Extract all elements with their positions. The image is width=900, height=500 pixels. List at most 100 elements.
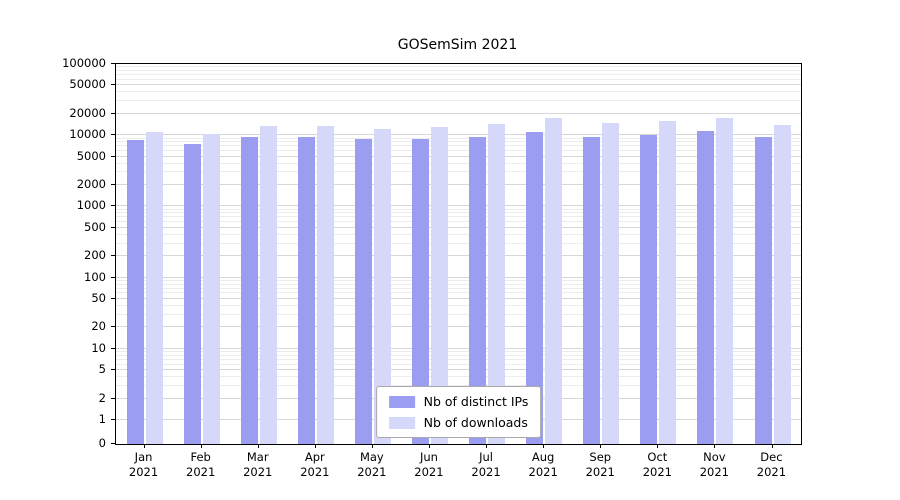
bar-nb-of-downloads-may [373,128,391,444]
x-axis-tick-mark [486,444,487,448]
gridline [116,184,801,185]
x-axis-tick-mark [600,444,602,448]
legend-item-downloads: Nb of downloads [388,415,529,430]
gridline [116,304,801,306]
y-axis-tick-mark [111,134,115,136]
bar-nb-of-distinct-ips-oct [640,134,658,444]
bar-nb-of-distinct-ips-sep [583,136,601,444]
gridline [116,171,801,173]
gridline [116,255,801,257]
x-axis-tick-label: Mar 2021 [243,450,273,479]
x-axis-tick-mark [314,444,316,448]
bar-nb-of-downloads-nov [716,118,734,444]
gridline [116,91,801,93]
x-axis-tick-label: Oct 2021 [642,450,672,479]
bar-nb-of-distinct-ips-may [354,139,372,444]
gridline [116,66,801,68]
x-axis-tick-mark [771,444,773,448]
y-axis-tick-mark [111,155,115,157]
gridline [116,354,801,356]
bar-nb-of-distinct-ips-aug [526,132,544,444]
bar-nb-of-downloads-sep [602,122,620,444]
bar-nb-of-downloads-jan [145,131,163,444]
x-axis-tick-mark [657,444,659,448]
legend-label-downloads: Nb of downloads [423,415,528,430]
bar-nb-of-distinct-ips-mar [240,137,258,444]
y-axis-tick-mark [111,369,115,371]
y-axis-tick-mark [111,298,115,299]
gridline [116,145,801,147]
y-axis-tick-mark [111,326,115,328]
y-axis-tick-mark [111,112,115,114]
gridline [116,100,801,102]
x-axis-tick-label: Jan 2021 [128,450,159,479]
gridline [116,242,801,244]
x-axis-tick-label: Jun 2021 [414,450,444,479]
gridline [116,141,801,143]
x-axis-tick-label: May 2021 [357,450,387,479]
y-axis-tick-mark [111,397,115,399]
y-axis-tick-label: 1000 [76,198,106,213]
gridline [116,358,801,360]
y-axis-tick-label: 50000 [69,77,106,92]
x-axis-tick-mark [371,444,373,448]
bar-nb-of-downloads-aug [545,118,563,444]
gridline [116,216,801,218]
gridline [116,298,801,299]
y-axis-tick-label: 50 [91,291,106,305]
gridline [116,326,801,328]
plot-area: Nb of distinct IPs Nb of downloads [115,63,802,445]
x-axis-tick-label: Nov 2021 [699,450,729,479]
gridline [116,292,801,294]
gridline [116,112,801,114]
gridline [116,363,801,365]
y-axis-tick-label: 2000 [76,177,106,191]
x-axis-tick-mark [714,444,716,448]
gridline [116,208,801,210]
x-axis-tick-label: Sep 2021 [585,450,615,479]
y-axis-tick-label: 20 [91,319,106,334]
bar-nb-of-distinct-ips-jan [126,139,144,444]
gridline [116,155,801,157]
gridline [116,287,801,289]
y-axis-tick-label: 100000 [62,56,106,70]
x-axis-tick-mark [257,444,259,448]
bar-nb-of-downloads-apr [316,125,334,444]
gridline [116,313,801,315]
bar-nb-of-downloads-dec [773,125,791,444]
y-axis-tick-mark [111,184,115,185]
y-axis-tick-label: 5 [98,362,106,377]
gridline [116,212,801,214]
x-axis-tick-label: Aug 2021 [528,450,558,479]
y-axis-tick-label: 2 [98,390,106,405]
y-axis-tick-mark [111,255,115,257]
gridline [116,162,801,164]
bar-nb-of-downloads-oct [659,121,677,444]
gridline [116,385,801,386]
gridline [116,69,801,71]
bar-nb-of-distinct-ips-dec [754,137,772,444]
gridline [116,137,801,139]
bar-nb-of-downloads-jun [431,127,448,444]
gridline [116,376,801,378]
x-axis-tick-label: Jul 2021 [471,450,501,479]
legend: Nb of distinct IPs Nb of downloads [375,386,542,438]
gridline [116,78,801,80]
gridline [116,351,801,353]
gridline [116,233,801,235]
bar-nb-of-downloads-mar [259,125,277,444]
bar-nb-of-downloads-jul [488,124,505,444]
y-axis-tick-label: 20000 [69,105,106,120]
x-axis-tick-label: Feb 2021 [186,450,216,479]
y-axis-tick-label: 1 [98,412,106,426]
bar-nb-of-distinct-ips-nov [697,131,715,444]
gridline [116,369,801,371]
x-axis-tick-label: Apr 2021 [300,450,330,479]
bar-nb-of-distinct-ips-feb [183,143,201,444]
x-axis-tick-mark [429,444,430,448]
x-axis-tick-mark [543,444,545,448]
y-axis-tick-label: 0 [98,436,106,450]
gridline [116,283,801,285]
y-axis-tick-mark [111,84,115,86]
y-axis-tick-label: 10000 [69,127,106,142]
